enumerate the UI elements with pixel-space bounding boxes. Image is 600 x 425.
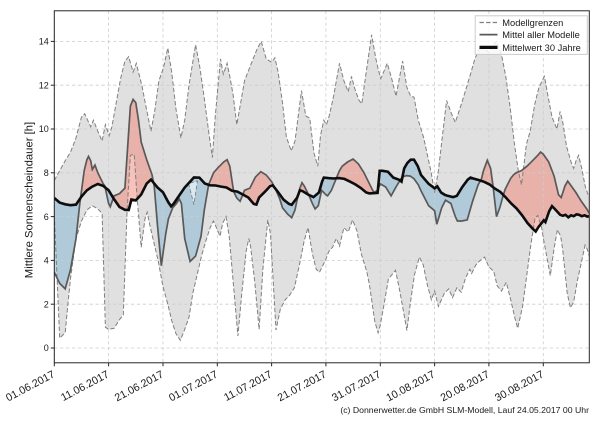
svg-text:Modellgrenzen: Modellgrenzen <box>502 18 563 28</box>
svg-text:8: 8 <box>44 168 49 178</box>
svg-text:6: 6 <box>44 212 49 222</box>
svg-text:Mittel aller Modelle: Mittel aller Modelle <box>502 30 580 40</box>
svg-text:0: 0 <box>44 343 49 353</box>
svg-text:14: 14 <box>39 37 49 47</box>
svg-text:10: 10 <box>39 124 49 134</box>
svg-text:12: 12 <box>39 80 49 90</box>
svg-text:4: 4 <box>44 256 49 266</box>
svg-text:(c) Donnerwetter.de GmbH SLM-M: (c) Donnerwetter.de GmbH SLM-Modell, Lau… <box>340 405 589 415</box>
svg-text:Mittelwert 30 Jahre: Mittelwert 30 Jahre <box>502 43 581 53</box>
svg-text:Mittlere Sonnenscheindauer [h]: Mittlere Sonnenscheindauer [h] <box>24 122 36 278</box>
svg-text:2: 2 <box>44 299 49 309</box>
